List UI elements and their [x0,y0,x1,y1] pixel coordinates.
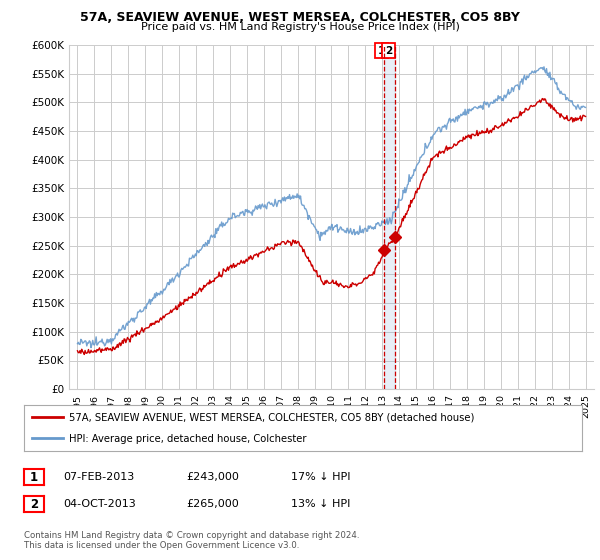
Text: 07-FEB-2013: 07-FEB-2013 [63,472,134,482]
Text: 04-OCT-2013: 04-OCT-2013 [63,499,136,509]
Text: 57A, SEAVIEW AVENUE, WEST MERSEA, COLCHESTER, CO5 8BY: 57A, SEAVIEW AVENUE, WEST MERSEA, COLCHE… [80,11,520,24]
Bar [384,45,395,389]
Text: HPI: Average price, detached house, Colchester: HPI: Average price, detached house, Colc… [68,434,306,444]
Text: £265,000: £265,000 [186,499,239,509]
Text: 1: 1 [378,45,385,55]
Text: 1: 1 [30,470,38,484]
Text: 2: 2 [30,497,38,511]
Text: 2: 2 [385,45,392,55]
Text: Contains HM Land Registry data © Crown copyright and database right 2024.
This d: Contains HM Land Registry data © Crown c… [24,531,359,550]
Text: 13% ↓ HPI: 13% ↓ HPI [291,499,350,509]
Text: 57A, SEAVIEW AVENUE, WEST MERSEA, COLCHESTER, CO5 8BY (detached house): 57A, SEAVIEW AVENUE, WEST MERSEA, COLCHE… [68,413,474,423]
Text: 17% ↓ HPI: 17% ↓ HPI [291,472,350,482]
Text: £243,000: £243,000 [186,472,239,482]
Text: Price paid vs. HM Land Registry's House Price Index (HPI): Price paid vs. HM Land Registry's House … [140,22,460,32]
